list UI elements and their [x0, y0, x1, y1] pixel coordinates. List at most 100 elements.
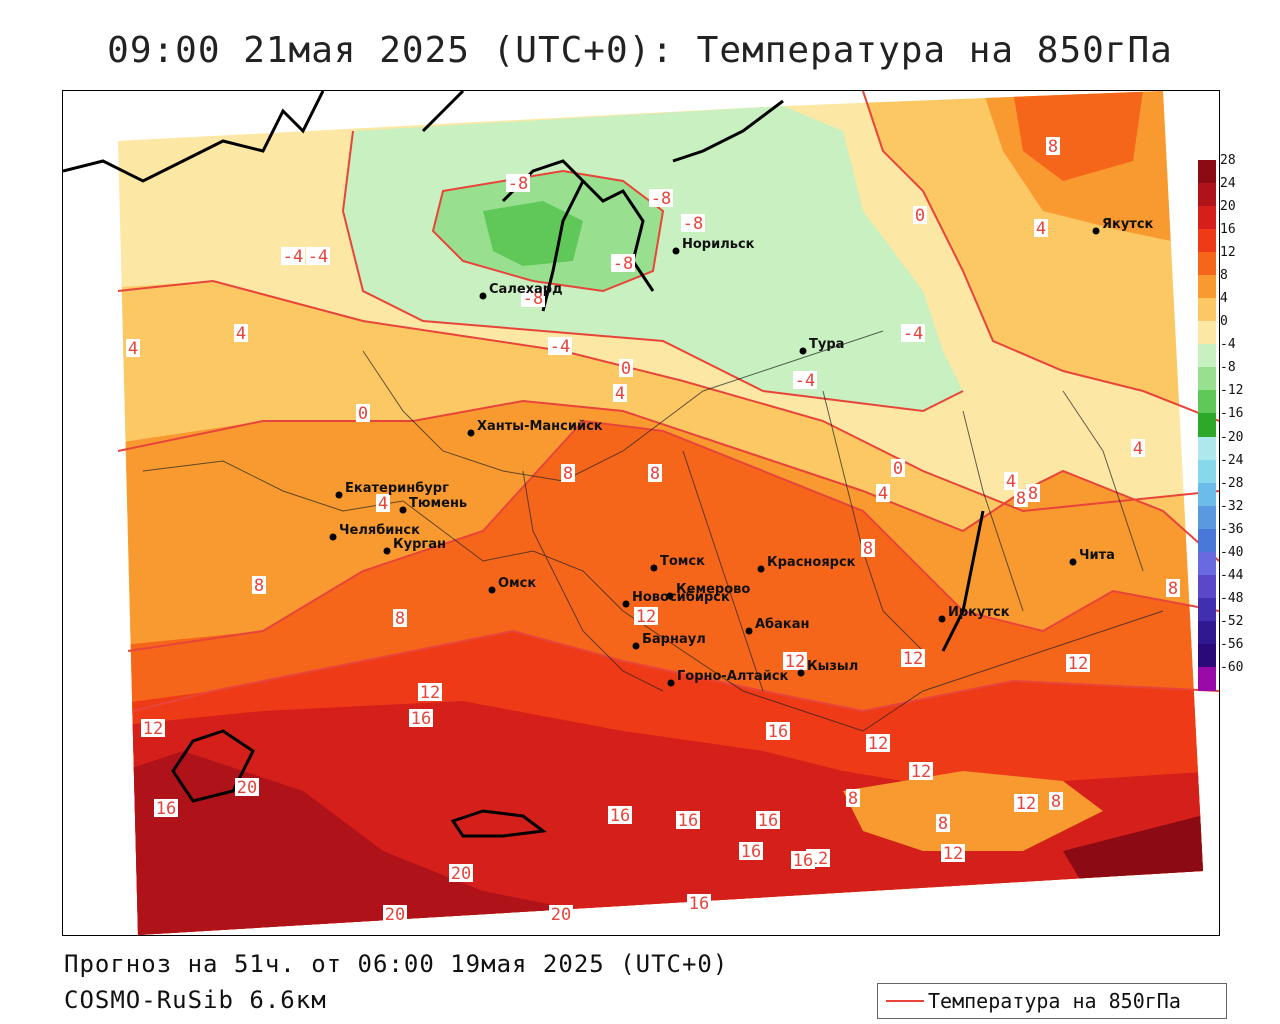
contour-label-bg [891, 459, 905, 477]
contour-label-bg [866, 734, 890, 752]
contour-label-bg [549, 905, 573, 923]
contour-label-bg [281, 247, 305, 265]
temperature-map[interactable]: -8-8-8-8-8-4-4-4-4-400004444444448888888… [62, 90, 1220, 936]
city-marker [745, 627, 753, 635]
contour-label: 4 [236, 324, 246, 344]
color-scale-label: -56 [1220, 636, 1244, 652]
contour-label-bg [649, 189, 673, 207]
contour-label: 12 [1068, 654, 1088, 674]
contour-label: 16 [678, 811, 698, 831]
contour-label-bg [876, 484, 890, 502]
contour-label: -4 [903, 324, 923, 344]
map-canvas: -8-8-8-8-8-4-4-4-4-400004444444448888888… [63, 91, 1219, 935]
contour-label: 0 [621, 359, 631, 379]
legend: Температура на 850гПа [877, 983, 1227, 1019]
contour-label: 8 [1028, 484, 1038, 504]
contour-label-bg [126, 339, 140, 357]
city-marker [335, 491, 343, 499]
color-scale-label: 8 [1220, 268, 1228, 284]
contour-label-bg [941, 844, 965, 862]
city-label: Новосибирск [632, 590, 730, 605]
city-marker [467, 429, 475, 437]
contour-label-bg [506, 174, 530, 192]
city-marker [632, 642, 640, 650]
contour-label: 12 [143, 719, 163, 739]
contour-label: 12 [420, 683, 440, 703]
contour-label-bg [383, 905, 407, 923]
color-scale-swatch [1198, 482, 1216, 507]
color-scale-swatch [1198, 413, 1216, 438]
contour-label-bg [676, 811, 700, 829]
coastlines [63, 91, 985, 838]
city-label: Абакан [755, 617, 810, 632]
contour-label: 20 [451, 864, 471, 884]
contour-label: 20 [551, 905, 571, 925]
contour-label: 8 [254, 576, 264, 596]
model-name: COSMO-RuSib 6.6км [64, 986, 327, 1014]
city-label: Иркутск [948, 605, 1010, 620]
contour-label: 16 [156, 799, 176, 819]
city-label: Ханты-Мансийск [477, 419, 603, 434]
color-scale-label: -20 [1220, 429, 1244, 445]
color-scale-label: -52 [1220, 613, 1244, 629]
color-scale-label: -28 [1220, 475, 1244, 491]
contour-label-bg [611, 254, 635, 272]
city-label: Омск [498, 576, 536, 591]
contour-label: 4 [878, 484, 888, 504]
contour-label: -4 [308, 247, 328, 267]
city-marker [672, 247, 680, 255]
contour-label: 4 [1036, 219, 1046, 239]
city-marker [479, 292, 487, 300]
contour-label: 12 [785, 652, 805, 672]
contour-label: 8 [395, 609, 405, 629]
contour-label-bg [613, 384, 627, 402]
color-scale-swatch [1198, 574, 1216, 599]
contour-label: -8 [613, 254, 633, 274]
color-scale-label: 24 [1220, 176, 1236, 192]
contour-label-bg [1014, 794, 1038, 812]
contour-label: 20 [237, 778, 257, 798]
contour-label-bg [846, 789, 860, 807]
city-label: Челябинск [339, 523, 420, 538]
color-scale-label: -16 [1220, 406, 1244, 422]
contour-label-bg [1066, 654, 1090, 672]
contour-label: 12 [943, 844, 963, 864]
contour-label-bg [234, 324, 248, 342]
contour-label: 16 [689, 894, 709, 914]
contour-label-bg [1034, 219, 1048, 237]
color-scale-label: 4 [1220, 291, 1228, 307]
color-scale-swatch [1198, 252, 1216, 277]
contour-label: 4 [1133, 439, 1143, 459]
city-marker [1069, 558, 1077, 566]
color-scale-label: -36 [1220, 521, 1244, 537]
city-marker [650, 564, 658, 572]
contour-label: 16 [768, 722, 788, 742]
color-scale-label: 28 [1220, 153, 1236, 168]
contour-label: 4 [378, 494, 388, 514]
color-scale-label: -40 [1220, 544, 1244, 560]
color-scale-label: 20 [1220, 199, 1236, 215]
city-marker [667, 679, 675, 687]
contour-label: -4 [550, 337, 570, 357]
color-scale-label: -48 [1220, 590, 1244, 606]
color-scale-swatch [1198, 551, 1216, 576]
contour-label: 20 [385, 905, 405, 925]
contour-label-bg [681, 214, 705, 232]
city-marker [1092, 227, 1100, 235]
forecast-info: Прогноз на 51ч. от 06:00 19мая 2025 (UTC… [64, 950, 729, 978]
contour-label-bg [376, 494, 390, 512]
contour-label: 4 [615, 384, 625, 404]
contour-label-bg [648, 464, 662, 482]
color-scale: 28 24 20 16 12 8 4 0 -4 -8 -12 -16 -20 -24 -28 -32 -36 -4… [1198, 153, 1243, 691]
city-marker [797, 669, 805, 677]
contour-label-bg [909, 762, 933, 780]
map-title: 09:00 21мая 2025 (UTC+0): Температура на… [107, 30, 1173, 71]
contour-label: 12 [903, 649, 923, 669]
contour-label: -4 [283, 247, 303, 267]
contour-label-bg [418, 683, 442, 701]
city-label: Красноярск [767, 555, 856, 570]
contour-label: 8 [1048, 137, 1058, 157]
contour-label-bg [141, 719, 165, 737]
city-label: Салехард [489, 282, 563, 297]
city-marker [799, 347, 807, 355]
